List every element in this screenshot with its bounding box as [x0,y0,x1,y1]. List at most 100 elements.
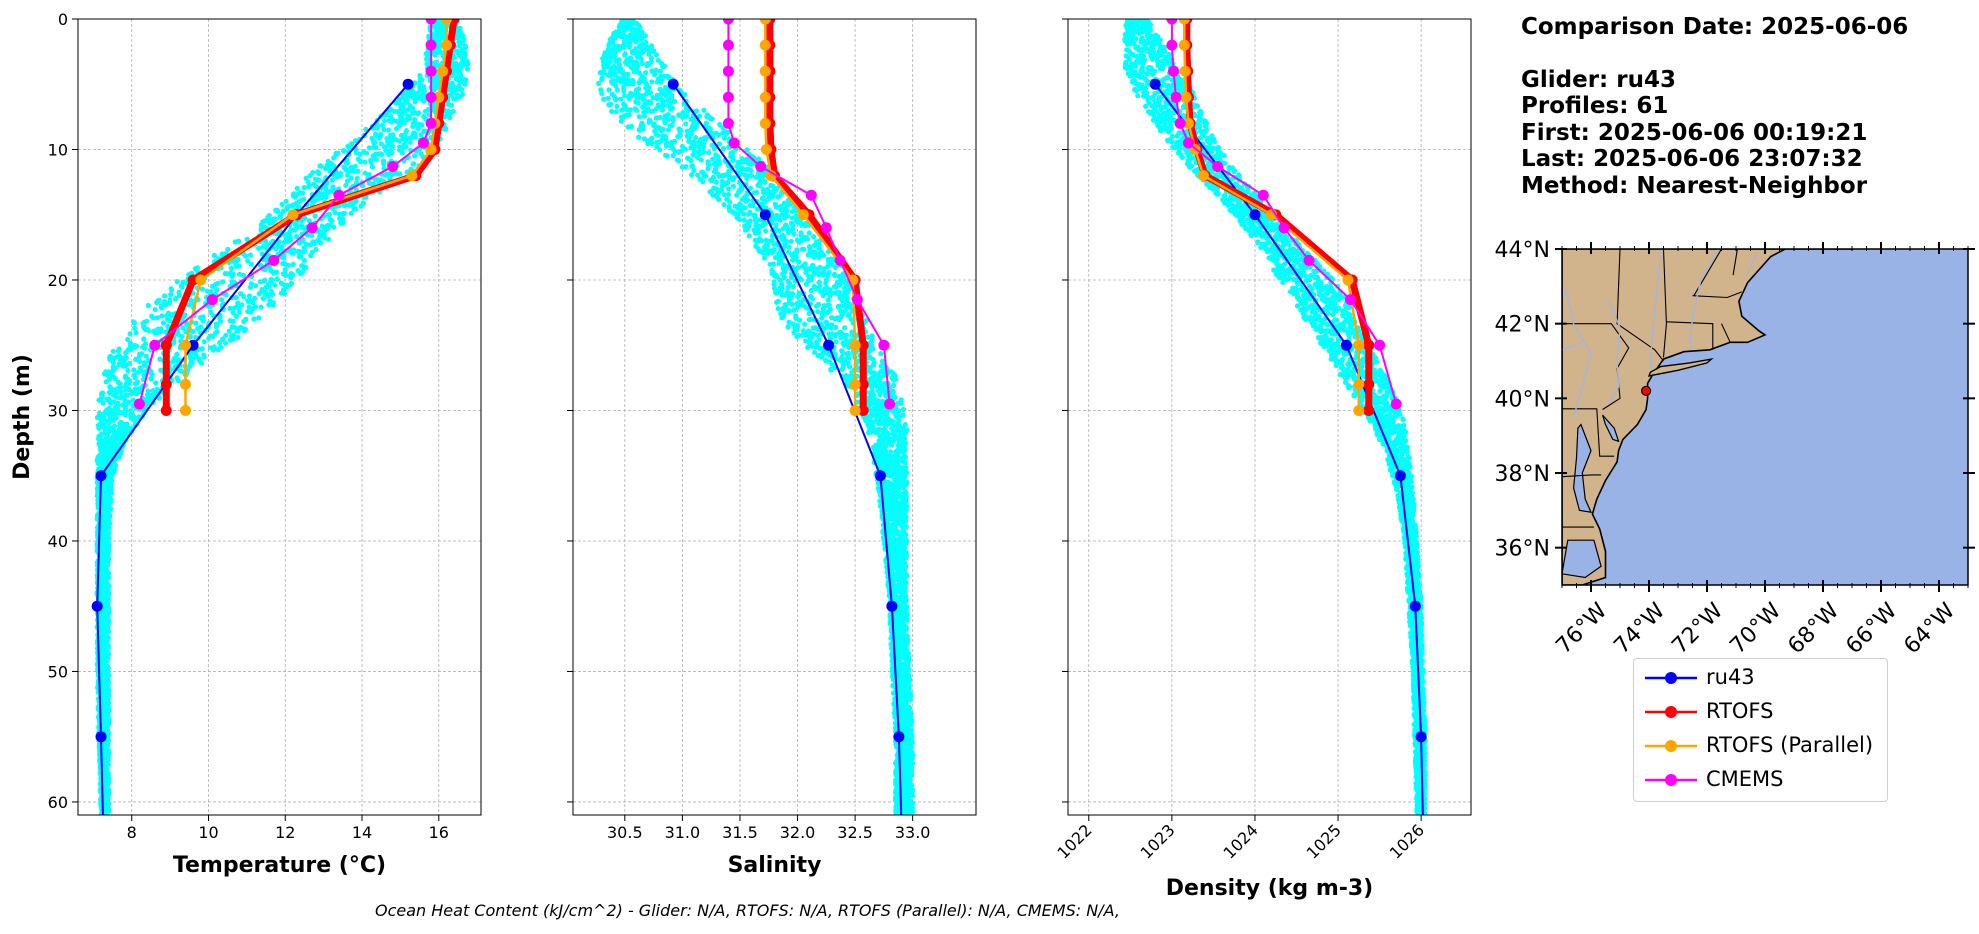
scatter-point [293,225,300,231]
scatter-point [154,299,160,306]
scatter-point [727,207,733,214]
scatter-point [157,356,163,362]
scatter-point [104,672,111,679]
scatter-point [713,179,719,185]
scatter-point [431,104,437,110]
scatter-point [654,96,660,102]
scatter-point [200,314,206,320]
scatter-point [395,99,402,105]
scatter-point [102,567,108,574]
scatter-point [105,609,112,615]
scatter-point [199,286,205,292]
scatter-point [457,53,463,59]
scatter-point [598,87,604,93]
scatter-point [340,148,347,154]
scatter-point [447,81,453,87]
scatter-point [675,133,681,140]
scatter-point [211,252,217,258]
scatter-point [825,308,831,315]
glider-scatter-cloud [596,19,916,815]
scatter-point [116,346,122,352]
scatter-point [433,59,439,65]
scatter-point [103,379,109,385]
scatter-point [793,313,799,319]
scatter-point [342,203,348,209]
scatter-point [273,269,279,275]
scatter-point [832,272,838,279]
scatter-point [412,116,418,123]
scatter-point [379,122,385,128]
scatter-point [201,339,207,345]
scatter-point [105,806,112,812]
scatter-point [634,107,640,113]
scatter-point [669,144,675,150]
scatter-point [617,76,623,82]
scatter-point [268,279,274,285]
scatter-point [219,297,225,303]
scatter-point [614,87,620,93]
scatter-point [283,198,289,204]
scatter-point [343,159,349,165]
scatter-point [691,148,697,154]
scatter-point [745,221,751,227]
scatter-point [630,19,636,24]
scatter-point [634,20,640,27]
scatter-point [819,354,825,360]
scatter-point [753,174,760,180]
scatter-point [163,302,169,308]
scatter-point [803,281,810,287]
scatter-point [327,216,333,222]
scatter-point [306,184,312,190]
scatter-point [225,271,231,277]
scatter-point [433,27,439,33]
scatter-point [657,86,663,92]
scatter-point [274,208,280,214]
scatter-point [811,270,818,276]
scatter-point [126,386,132,392]
scatter-point [607,59,613,65]
x-tick-label: 10 [198,823,218,842]
scatter-point [626,95,632,102]
scatter-point [842,325,848,331]
scatter-point [98,463,104,469]
scatter-point [105,498,112,504]
scatter-point [690,127,696,133]
scatter-point [97,454,103,460]
scatter-point [104,521,110,527]
scatter-point [746,211,752,217]
scatter-point [327,222,333,228]
scatter-point [258,304,264,310]
scatter-point [664,73,671,79]
scatter-point [194,268,200,274]
scatter-point [609,108,615,114]
scatter-point [679,164,686,170]
series-point [95,470,107,482]
scatter-point [663,143,670,149]
scatter-point [790,257,796,263]
scatter-point [721,135,728,141]
scatter-point [132,375,138,381]
scatter-point [600,69,606,75]
scatter-point [833,324,839,330]
scatter-point [716,173,723,179]
scatter-point [104,595,110,601]
x-tick-label: 14 [352,823,372,842]
scatter-point [613,109,619,115]
scatter-point [257,279,263,285]
scatter-point [354,175,360,181]
scatter-point [106,700,112,706]
scatter-point [616,57,622,63]
scatter-point [372,151,379,157]
scatter-point [454,48,461,54]
scatter-point [639,78,646,84]
scatter-point [409,110,415,116]
scatter-point [383,147,389,153]
scatter-point [752,230,759,236]
scatter-point [756,248,763,254]
scatter-point [716,141,723,147]
x-axis-label: Temperature (°C) [173,853,386,878]
scatter-point [247,284,254,290]
scatter-point [390,132,396,138]
